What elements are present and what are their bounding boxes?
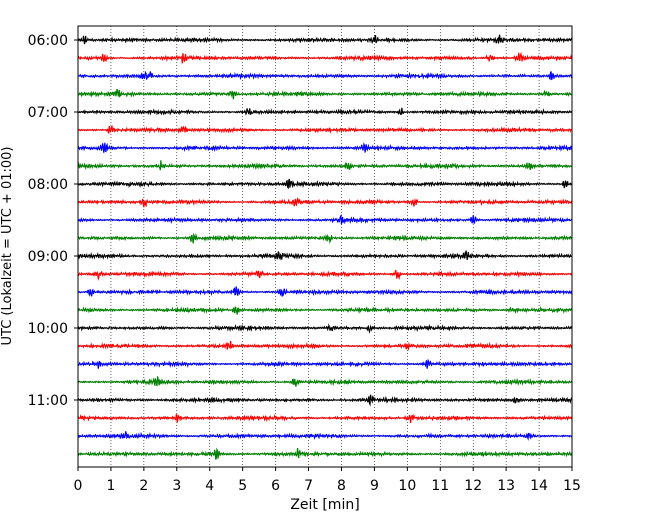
y-tick-label: 06:00 [28, 33, 68, 49]
x-tick-label: 11 [431, 478, 449, 494]
x-tick-label: 8 [337, 478, 346, 494]
trace-0645 [77, 88, 573, 100]
trace-0800 [77, 178, 573, 190]
trace-1115 [77, 413, 573, 424]
y-tick-label: 10:00 [28, 321, 68, 337]
x-tick-label: 6 [271, 478, 280, 494]
y-tick-label: 07:00 [28, 105, 68, 121]
trace-0945 [77, 306, 573, 315]
x-tick-label: 4 [205, 478, 214, 494]
trace-0600 [77, 34, 573, 45]
y-axis-label: UTC (Lokalzeit = UTC + 01:00) [0, 147, 15, 346]
x-tick-label: 2 [139, 478, 148, 494]
y-tick-label: 09:00 [28, 249, 68, 265]
trace-0900 [77, 250, 573, 261]
trace-1130 [77, 431, 573, 441]
trace-1045 [77, 376, 573, 387]
x-axis-ticks: 0 1 2 3 4 5 6 7 8 9 10 11 12 13 14 15 [74, 467, 581, 494]
y-tick-label: 11:00 [28, 393, 68, 409]
y-axis-ticks: 06:00 07:00 08:00 09:00 10:00 11:00 [28, 33, 78, 409]
x-tick-label: 5 [238, 478, 247, 494]
trace-0615 [77, 51, 573, 64]
trace-1000 [77, 323, 573, 334]
x-tick-label: 15 [563, 478, 581, 494]
trace-0745 [77, 160, 573, 171]
trace-0700 [77, 107, 572, 116]
trace-0730 [77, 142, 573, 153]
trace-0915 [77, 270, 573, 281]
x-tick-label: 13 [497, 478, 515, 494]
trace-0830 [77, 213, 573, 225]
y-tick-label: 08:00 [28, 177, 68, 193]
x-tick-label: 3 [172, 478, 181, 494]
x-tick-label: 14 [530, 478, 548, 494]
x-tick-label: 7 [304, 478, 313, 494]
seismic-traces [77, 34, 573, 460]
x-tick-label: 1 [106, 478, 115, 494]
trace-1030 [77, 358, 573, 369]
x-tick-label: 0 [74, 478, 83, 494]
x-axis-label: Zeit [min] [290, 497, 359, 513]
trace-0715 [77, 124, 573, 135]
trace-0815 [77, 197, 573, 208]
trace-1015 [77, 340, 573, 352]
trace-0845 [77, 232, 573, 244]
x-tick-label: 12 [464, 478, 482, 494]
trace-1145 [77, 447, 573, 460]
trace-0630 [77, 70, 573, 81]
plot-frame [77, 25, 573, 468]
x-tick-label: 9 [370, 478, 379, 494]
x-tick-label: 10 [398, 478, 416, 494]
trace-0930 [77, 286, 573, 298]
trace-1100 [77, 394, 573, 407]
